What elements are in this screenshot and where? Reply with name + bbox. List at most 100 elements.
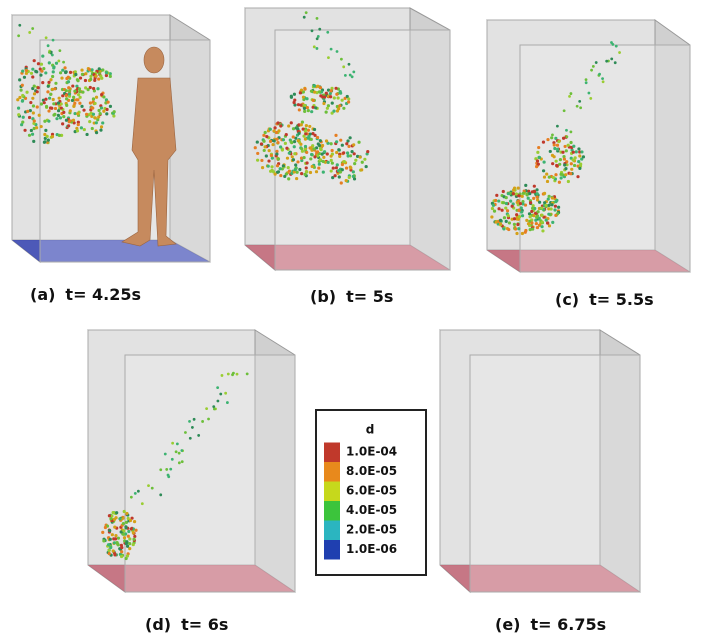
- particle: [57, 114, 60, 117]
- particle: [40, 69, 43, 72]
- particle: [556, 148, 559, 151]
- particle: [90, 68, 93, 71]
- particle: [515, 192, 518, 195]
- caption: (b)t= 5s: [310, 287, 393, 306]
- particle: [312, 99, 315, 102]
- particle: [58, 49, 61, 52]
- particle: [305, 151, 308, 154]
- particle: [339, 170, 342, 173]
- particle: [497, 207, 500, 210]
- particle: [28, 116, 31, 119]
- particle: [277, 157, 280, 160]
- particle: [517, 194, 520, 197]
- particle: [321, 144, 324, 147]
- particle: [531, 207, 534, 210]
- particle: [300, 123, 303, 126]
- particle: [309, 171, 312, 174]
- particle: [338, 104, 341, 107]
- particle: [350, 150, 353, 153]
- particle: [316, 136, 319, 139]
- particle: [171, 458, 174, 461]
- particle: [550, 136, 553, 139]
- particle: [18, 24, 21, 27]
- particle: [310, 138, 313, 141]
- particle: [55, 62, 58, 65]
- particle: [67, 86, 70, 89]
- particle: [178, 461, 181, 464]
- particle: [516, 223, 519, 226]
- particle: [576, 175, 579, 178]
- particle: [159, 493, 162, 496]
- particle: [503, 216, 506, 219]
- particle: [303, 110, 306, 113]
- particle: [321, 153, 324, 156]
- particle: [316, 37, 319, 40]
- particle: [59, 116, 62, 119]
- particle: [115, 511, 118, 514]
- particle: [22, 116, 25, 119]
- particle: [52, 98, 55, 101]
- particle: [45, 105, 48, 108]
- particle: [333, 174, 336, 177]
- particle: [287, 124, 290, 127]
- particle: [335, 166, 338, 169]
- particle: [115, 541, 118, 544]
- particle: [151, 487, 154, 490]
- particle: [81, 73, 84, 76]
- particle: [360, 168, 363, 171]
- particle: [512, 188, 515, 191]
- particle: [109, 517, 112, 520]
- particle: [322, 102, 325, 105]
- particle: [582, 155, 585, 158]
- particle: [281, 148, 284, 151]
- particle: [569, 130, 572, 133]
- particle: [123, 536, 126, 539]
- particle: [345, 166, 348, 169]
- particle: [99, 112, 102, 115]
- particle: [57, 102, 60, 105]
- particle: [181, 460, 184, 463]
- particle: [275, 138, 278, 141]
- particle: [75, 98, 78, 101]
- particle: [129, 519, 132, 522]
- particle: [303, 104, 306, 107]
- particle: [565, 149, 568, 152]
- particle: [313, 134, 316, 137]
- particle: [61, 122, 64, 125]
- particle: [300, 147, 303, 150]
- particle: [268, 149, 271, 152]
- particle: [293, 152, 296, 155]
- particle: [31, 27, 34, 30]
- particle: [341, 163, 344, 166]
- particle: [71, 84, 74, 87]
- particle: [109, 546, 112, 549]
- particle: [563, 157, 566, 160]
- particle: [88, 120, 91, 123]
- particle: [310, 146, 313, 149]
- particle: [327, 89, 330, 92]
- particle: [520, 206, 523, 209]
- particle: [577, 160, 580, 163]
- particle: [501, 209, 504, 212]
- particle: [598, 73, 601, 76]
- particle: [542, 141, 545, 144]
- particle: [236, 373, 239, 376]
- particle: [361, 161, 364, 164]
- particle: [332, 109, 335, 112]
- legend-swatch: [324, 521, 340, 541]
- particle: [578, 100, 581, 103]
- particle: [111, 533, 114, 536]
- particle: [282, 138, 285, 141]
- particle: [518, 215, 521, 218]
- particle: [269, 128, 272, 131]
- particle: [292, 158, 295, 161]
- particle: [17, 34, 20, 37]
- particle: [610, 41, 613, 44]
- particle: [267, 159, 270, 162]
- particle: [44, 129, 47, 132]
- particle: [47, 120, 50, 123]
- legend-swatch: [324, 501, 340, 521]
- particle: [113, 526, 116, 529]
- particle: [62, 111, 65, 114]
- particle: [305, 97, 308, 100]
